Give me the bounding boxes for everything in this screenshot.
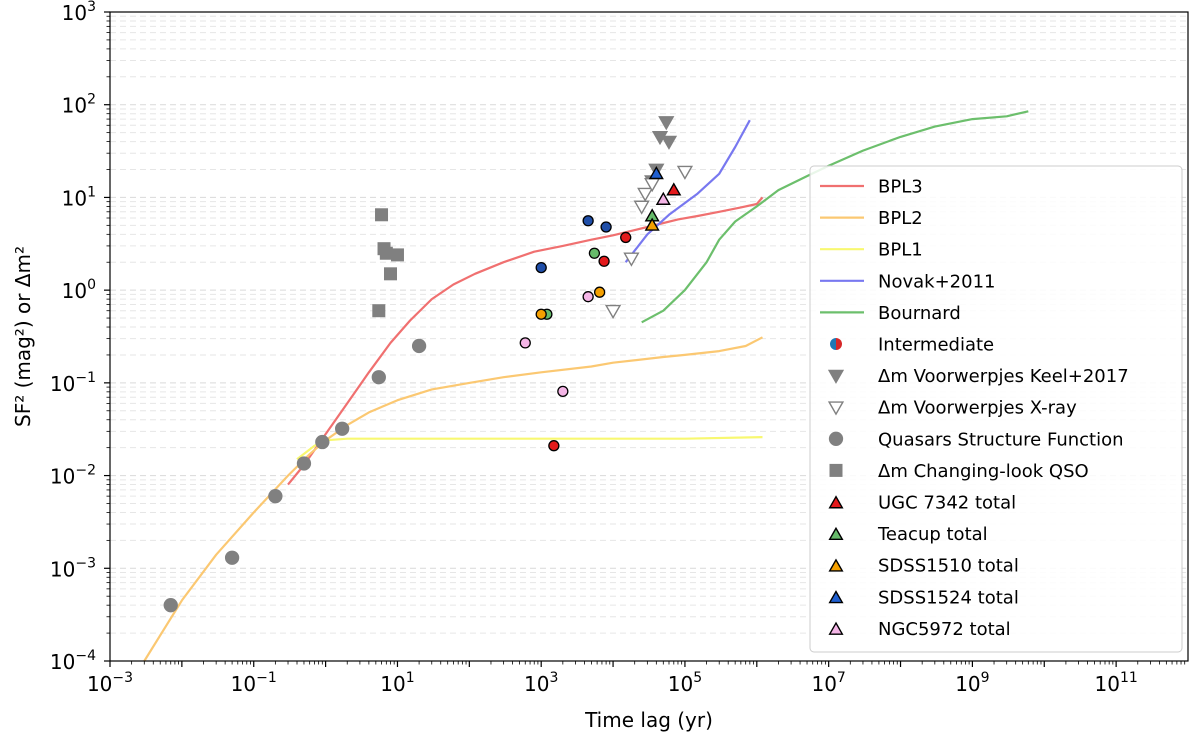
line-bournard xyxy=(641,110,1029,324)
point-m-changing-look-qso xyxy=(372,304,386,318)
point-ngc5972-total xyxy=(655,191,671,205)
y-tick-label: 100 xyxy=(62,277,96,303)
point-ugc-7342-total xyxy=(620,231,632,244)
point-quasars-structure-function xyxy=(224,550,240,565)
legend-label-quasars-structure-function: Quasars Structure Function xyxy=(878,429,1124,450)
legend-label-intermediate: Intermediate xyxy=(878,335,994,356)
point-m-voorwerpjes-x-ray xyxy=(637,187,654,202)
y-tick-label: 103 xyxy=(62,0,96,25)
legend: BPL3 BPL2 BPL1 Novak+2011 Bournard Intermedia… xyxy=(809,165,1183,653)
legend-label-sdss1510-total: SDSS1510 total xyxy=(878,556,1019,577)
point-ugc-7342-total xyxy=(598,255,610,267)
legend-box xyxy=(809,165,1183,653)
legend-handle-teacup-total xyxy=(828,526,844,541)
y-tick-label: 10−2 xyxy=(50,463,96,489)
legend-label-teacup-total: Teacup total xyxy=(877,524,988,545)
point-ngc5972-total xyxy=(519,337,531,349)
y-tick-label: 102 xyxy=(62,92,96,118)
point-intermediate xyxy=(600,221,612,233)
point-quasars-structure-function xyxy=(411,338,427,354)
line-bpl3 xyxy=(287,196,764,486)
legend-label-bpl1: BPL1 xyxy=(878,240,923,261)
point-sdss1510-total xyxy=(644,217,660,231)
point-m-changing-look-qso xyxy=(375,208,389,222)
point-m-voorwerpjes-x-ray xyxy=(604,304,622,320)
legend-handle-quasars-structure-function xyxy=(828,431,844,446)
point-m-voorwerpjes-keel-2017 xyxy=(660,135,678,150)
data-points xyxy=(163,116,694,613)
point-m-changing-look-qso xyxy=(390,248,404,262)
x-tick-label: 10−3 xyxy=(87,670,133,696)
legend-handle-m-voorwerpjes-x-ray xyxy=(827,401,845,416)
legend-handle-m-voorwerpjes-keel-2017 xyxy=(827,369,845,384)
line-novak-2011 xyxy=(624,119,751,263)
point-m-voorwerpjes-x-ray xyxy=(676,165,694,180)
y-tick-label: 101 xyxy=(62,184,96,210)
legend-label-ugc-7342-total: UGC 7342 total xyxy=(878,493,1016,514)
legend-handle-intermediate xyxy=(830,338,836,350)
point-ngc5972-total xyxy=(582,291,594,303)
point-quasars-structure-function xyxy=(315,434,330,450)
legend-label-bournard: Bournard xyxy=(878,303,961,324)
plot-frame xyxy=(109,11,1189,662)
line-bpl2 xyxy=(143,336,764,662)
x-axis-title: Time lag (yr) xyxy=(584,708,713,732)
legend-handle-m-changing-look-qso xyxy=(829,463,843,477)
legend-label-bpl3: BPL3 xyxy=(878,177,923,198)
point-m-changing-look-qso xyxy=(384,267,398,281)
legend-handle-ugc-7342-total xyxy=(828,495,844,509)
legend-handle-sdss1524-total xyxy=(828,590,844,604)
point-m-changing-look-qso xyxy=(379,246,393,260)
legend-label-m-voorwerpjes-x-ray: Δm Voorwerpjes X-ray xyxy=(878,398,1077,419)
legend-label-novak-2011: Novak+2011 xyxy=(878,271,995,292)
x-tick-label: 103 xyxy=(524,670,558,696)
x-tick-label: 109 xyxy=(955,670,989,696)
point-ngc5972-total xyxy=(557,385,569,397)
point-quasars-structure-function xyxy=(296,456,312,471)
legend-label-m-voorwerpjes-keel-2017: Δm Voorwerpjes Keel+2017 xyxy=(878,366,1129,387)
point-quasars-structure-function xyxy=(163,598,178,613)
legend-label-m-changing-look-qso: Δm Changing-look QSO xyxy=(878,461,1089,482)
legend-label-bpl2: BPL2 xyxy=(878,208,923,229)
point-quasars-structure-function xyxy=(371,370,386,385)
point-sdss1524-total xyxy=(648,166,664,180)
y-axis-title: SF² (mag²) or Δm² xyxy=(11,246,35,427)
point-quasars-structure-function xyxy=(335,421,350,436)
y-tick-label: 10−3 xyxy=(50,555,96,581)
point-teacup-total xyxy=(588,247,601,259)
x-tick-label: 101 xyxy=(380,670,414,696)
legend-label-sdss1524-total: SDSS1524 total xyxy=(878,587,1019,608)
y-tick-label: 10−4 xyxy=(50,648,96,674)
x-tick-label: 10−1 xyxy=(231,670,277,696)
x-tick-label: 105 xyxy=(668,670,702,696)
point-intermediate xyxy=(582,215,594,227)
point-ugc-7342-total xyxy=(548,440,560,452)
y-tick-label: 10−1 xyxy=(50,370,96,396)
point-sdss1510-total xyxy=(593,286,606,298)
point-m-voorwerpjes-x-ray xyxy=(623,252,640,267)
x-tick-label: 1011 xyxy=(1094,670,1137,696)
point-m-voorwerpjes-x-ray xyxy=(633,200,650,215)
legend-label-ngc5972-total: NGC5972 total xyxy=(878,619,1011,640)
legend-handle-intermediate xyxy=(836,338,842,350)
legend-handle-ngc5972-total xyxy=(828,621,844,635)
legend-handle-sdss1510-total xyxy=(828,558,844,572)
point-m-voorwerpjes-keel-2017 xyxy=(658,116,675,131)
x-tick-label: 107 xyxy=(811,670,845,696)
point-quasars-structure-function xyxy=(268,488,283,504)
point-sdss1510-total xyxy=(535,308,547,320)
point-intermediate xyxy=(535,261,547,274)
point-ugc-7342-total xyxy=(666,182,682,196)
